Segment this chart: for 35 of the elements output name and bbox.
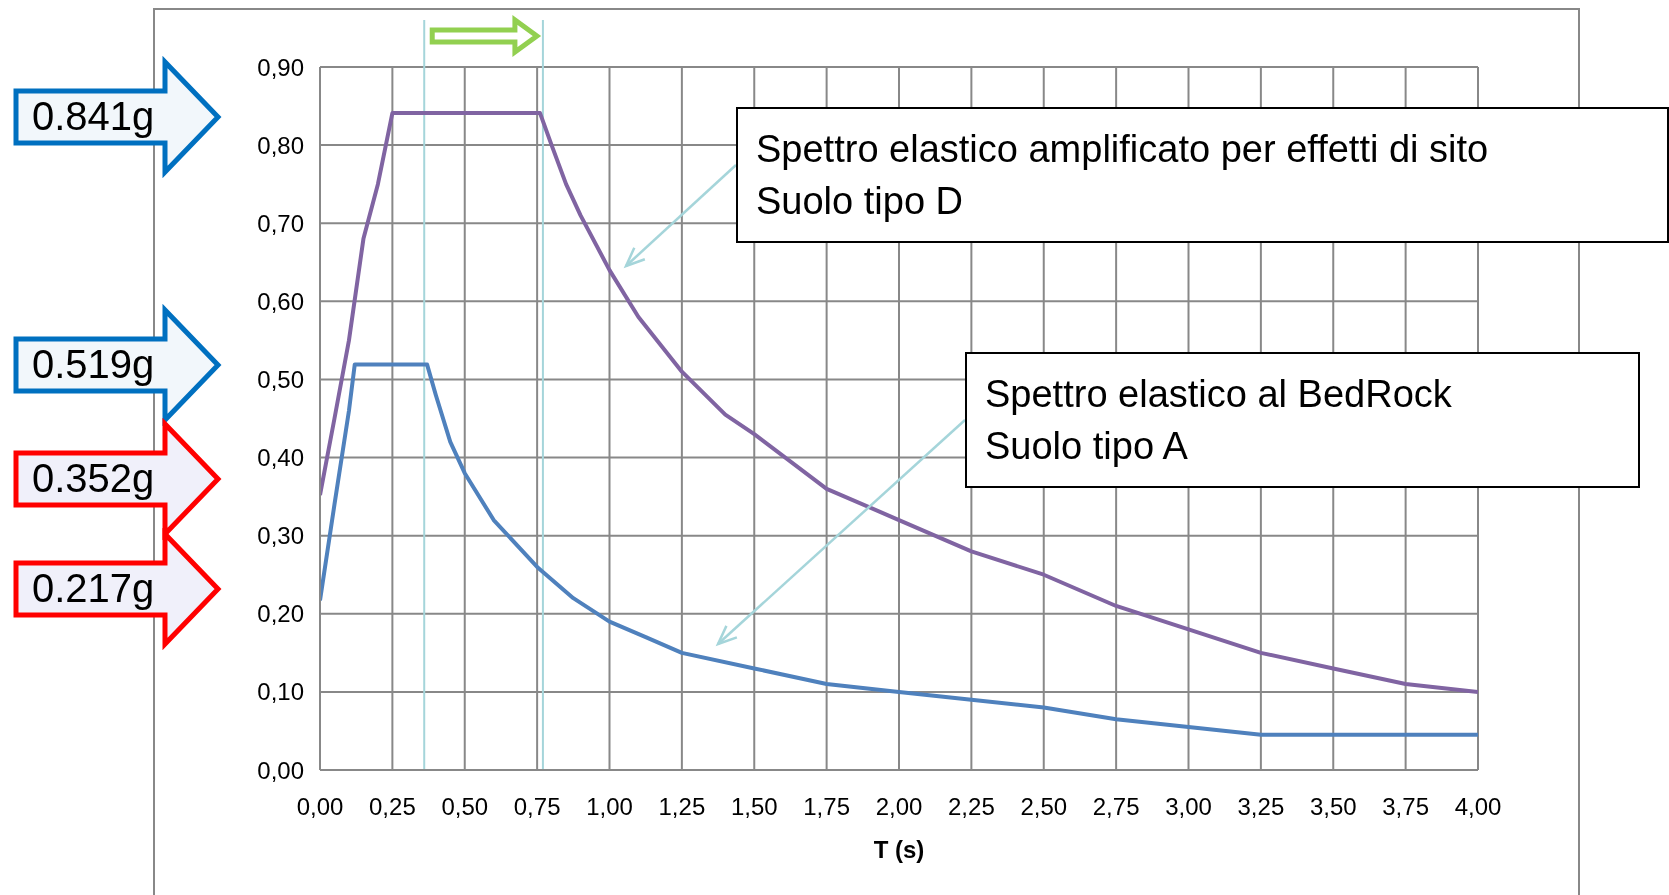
y-tick-label: 0,50: [257, 365, 304, 393]
y-tick-label: 0,10: [257, 678, 304, 706]
y-tick-label: 0,60: [257, 287, 304, 315]
x-tick-label: 1,75: [803, 793, 850, 821]
text: 0.519g: [32, 342, 155, 386]
x-tick-label: 2,00: [875, 793, 923, 821]
text: 0.841g: [32, 94, 155, 138]
line-series: [320, 362, 1478, 737]
x-tick-label: 1,50: [730, 793, 778, 821]
y-tick-label: 0,70: [257, 209, 304, 237]
x-tick-label: 0,75: [513, 793, 561, 821]
y-tick-label: 0,80: [257, 131, 304, 159]
x-tick-label: 0,25: [369, 793, 416, 821]
x-tick-label: 3,75: [1382, 793, 1429, 821]
x-axis-title: T (s): [873, 836, 925, 863]
text: 0.352g: [32, 456, 155, 500]
y-tick-label: 0,00: [257, 756, 304, 784]
x-tick-label: 4,00: [1454, 793, 1502, 821]
x-tick-label: 0,00: [296, 793, 344, 821]
x-tick-label: 2,75: [1092, 793, 1140, 821]
y-tick-label: 0,20: [257, 600, 304, 628]
y-tick-label: 0,40: [257, 444, 304, 472]
y-tick-label: 0,30: [257, 522, 304, 550]
x-tick-label: 0,50: [441, 793, 489, 821]
text: 0.217g: [32, 566, 155, 610]
callout-box: Spettro elastico al BedRock Suolo tipo A: [965, 352, 1640, 488]
y-tick-label: 0,90: [257, 53, 304, 81]
x-tick-label: 3,25: [1237, 793, 1285, 821]
x-tick-label: 2,25: [948, 793, 995, 821]
x-tick-label: 1,00: [586, 793, 633, 821]
x-tick-label: 3,00: [1165, 793, 1212, 821]
x-tick-label: 1,25: [658, 793, 706, 821]
callout-box: Spettro elastico amplificato per effetti di sito Suolo tipo D: [736, 107, 1669, 243]
x-tick-label: 3,50: [1309, 793, 1357, 821]
x-tick-label: 2,50: [1020, 793, 1068, 821]
